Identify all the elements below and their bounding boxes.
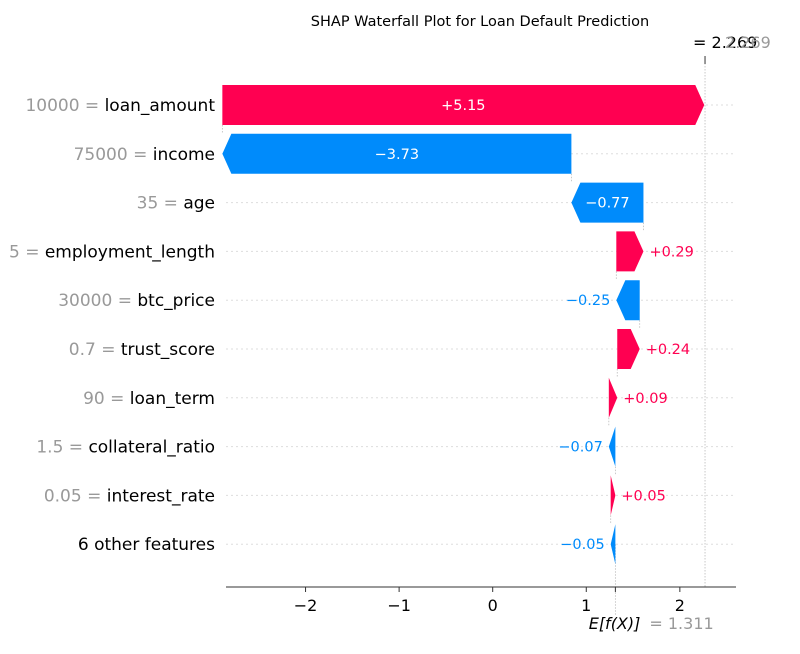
feature-label: 1.5 = collateral_ratio — [36, 438, 215, 458]
feature-label: 5 = employment_length — [9, 242, 215, 262]
feature-name: employment_length — [45, 242, 215, 262]
feature-value: 5 = — [9, 242, 45, 262]
waterfall-bars — [222, 85, 705, 565]
waterfall-bar — [610, 475, 616, 516]
x-axis: −2 −1 0 1 2 — [226, 586, 736, 615]
feature-labels: 10000 = loan_amount 75000 = income 35 = ag… — [9, 96, 215, 555]
fx-value: 2.269 — [712, 33, 758, 52]
feature-name: collateral_ratio — [88, 438, 215, 458]
bar-value-label: +0.05 — [621, 488, 665, 504]
bar-value-label: +0.09 — [623, 391, 667, 407]
x-tick-label: −1 — [387, 596, 411, 615]
feature-value: 0.7 = — [69, 340, 121, 360]
feature-name: income — [153, 145, 215, 165]
bar-value-label: +5.15 — [441, 98, 485, 114]
feature-value: 1.5 = — [36, 438, 88, 458]
feature-name: btc_price — [137, 291, 215, 311]
feature-value: 75000 = — [74, 145, 153, 165]
waterfall-bar — [610, 524, 616, 565]
base-value-label: E[f(X)] — [589, 614, 641, 633]
feature-name: loan_term — [130, 389, 215, 409]
feature-label: 6 other features — [78, 535, 215, 555]
feature-value: 35 = — [137, 194, 184, 214]
base-value-text: = 1.311 — [649, 614, 713, 633]
bar-value-label: −0.05 — [560, 537, 604, 553]
feature-name: trust_score — [121, 340, 215, 360]
feature-value: 0.05 = — [44, 486, 107, 506]
bar-value-label: +0.29 — [649, 244, 693, 260]
waterfall-bar — [616, 231, 644, 272]
waterfall-bar — [617, 329, 640, 369]
x-tick-label: −2 — [294, 596, 318, 615]
bar-value-label: −0.07 — [558, 440, 602, 456]
feature-label: 75000 = income — [74, 145, 215, 165]
waterfall-bar — [616, 280, 640, 321]
connector-lines — [221, 125, 644, 525]
x-tick-label: 2 — [675, 596, 685, 615]
fx-annotation: = 2.269 — [693, 33, 757, 52]
feature-label: 10000 = loan_amount — [25, 96, 215, 116]
feature-label: 0.05 = interest_rate — [44, 486, 215, 506]
feature-name: age — [183, 194, 215, 214]
bar-value-label: −3.73 — [375, 147, 419, 163]
waterfall-bar — [222, 133, 572, 174]
waterfall-bar — [608, 426, 616, 467]
x-tick-label: 0 — [488, 596, 498, 615]
bar-value-label: −0.25 — [566, 293, 610, 309]
x-tick-label: 1 — [581, 596, 591, 615]
chart-title: SHAP Waterfall Plot for Loan Default Pre… — [311, 14, 649, 30]
feature-value: 10000 = — [25, 96, 104, 116]
waterfall-bar — [222, 85, 705, 125]
feature-value: 30000 = — [58, 291, 137, 311]
feature-label: 90 = loan_term — [83, 389, 215, 409]
fx-value-gray: 2.269 — [725, 33, 771, 52]
bar-labels: +5.15 −3.73 −0.77 +0.29 −0.25 +0.24 +0.09 −0.07… — [375, 98, 694, 553]
waterfall-bar — [608, 377, 618, 418]
feature-name: 6 other features — [78, 535, 215, 555]
feature-name: interest_rate — [107, 486, 215, 506]
feature-label: 0.7 = trust_score — [69, 340, 215, 360]
bar-value-label: +0.24 — [646, 342, 690, 358]
feature-label: 30000 = btc_price — [58, 291, 215, 311]
feature-label: 35 = age — [137, 194, 215, 214]
fx-equals: = — [693, 33, 712, 52]
feature-name: loan_amount — [105, 96, 216, 116]
bar-value-label: −0.77 — [585, 196, 629, 212]
waterfall-bar — [571, 182, 644, 223]
feature-value: 90 = — [83, 389, 130, 409]
